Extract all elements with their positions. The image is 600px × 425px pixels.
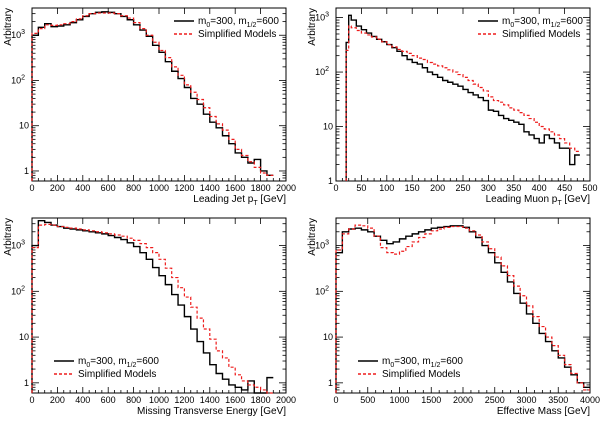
y-tick-label: 103 (11, 240, 25, 251)
x-tick-label: 1500 (421, 395, 441, 405)
x-tick-label: 1200 (174, 395, 194, 405)
legend-label-simplified: Simplified Models (502, 29, 580, 40)
y-tick-label: 103 (315, 12, 329, 23)
y-tick-label: 102 (315, 66, 329, 77)
x-tick-label: 200 (50, 395, 65, 405)
y-tick-label: 102 (315, 285, 329, 296)
y-tick-label: 102 (11, 74, 25, 85)
y-tick-label: 10 (323, 122, 333, 132)
x-tick-label: 500 (360, 395, 375, 405)
x-axis-label: Leading Jet pT [GeV] (193, 194, 286, 207)
x-tick-label: 4000 (580, 395, 600, 405)
x-tick-label: 1000 (389, 395, 409, 405)
x-axis-label: Leading Muon pT [GeV] (486, 194, 591, 207)
series-line-simplified (31, 12, 274, 181)
y-tick-label: 102 (11, 285, 25, 296)
series-line-model (31, 219, 274, 394)
plot-frame (31, 217, 287, 394)
y-tick-label: 103 (11, 29, 25, 40)
x-tick-label: 1600 (225, 183, 245, 193)
x-tick-label: 400 (532, 183, 547, 193)
y-tick-label: 103 (315, 240, 329, 251)
chart-panel-1: 0 200 400 600 800 1000 1200 1400 1600 1800 2000 1 10… (3, 7, 296, 207)
y-tick-label: 1 (328, 176, 333, 186)
legend-label-simplified: Simplified Models (78, 369, 156, 380)
x-axis-label: Missing Transverse Energy [GeV] (137, 406, 286, 417)
y-tick-label: 1 (24, 378, 29, 388)
series-line-simplified (31, 223, 274, 394)
x-tick-label: 350 (506, 183, 521, 193)
x-tick-label: 450 (557, 183, 572, 193)
legend-label-simplified: Simplified Models (382, 369, 460, 380)
y-axis-label: Arbitrary (3, 8, 14, 46)
x-tick-label: 1000 (149, 395, 169, 405)
x-tick-label: 500 (582, 183, 597, 193)
x-tick-label: 3500 (548, 395, 568, 405)
x-tick-label: 2500 (485, 395, 505, 405)
x-tick-label: 400 (75, 395, 90, 405)
x-tick-label: 800 (126, 183, 141, 193)
x-axis-label: Effective Mass [GeV] (497, 406, 590, 417)
x-tick-label: 250 (455, 183, 470, 193)
plot-frame (335, 217, 591, 394)
y-axis-label: Arbitrary (307, 218, 318, 256)
x-tick-label: 50 (356, 183, 366, 193)
y-axis-label: Arbitrary (3, 218, 14, 256)
x-tick-label: 1400 (200, 395, 220, 405)
x-tick-label: 1200 (174, 183, 194, 193)
x-tick-label: 0 (29, 395, 34, 405)
x-tick-label: 1400 (200, 183, 220, 193)
x-tick-label: 2000 (276, 395, 296, 405)
x-tick-label: 1600 (225, 395, 245, 405)
series-line-simplified (345, 25, 580, 181)
x-tick-label: 0 (29, 183, 34, 193)
x-tick-label: 100 (379, 183, 394, 193)
x-tick-label: 2000 (276, 183, 296, 193)
y-tick-label: 1 (24, 166, 29, 176)
x-tick-label: 150 (405, 183, 420, 193)
x-tick-label: 800 (126, 395, 141, 405)
x-tick-label: 300 (481, 183, 496, 193)
series-line-model (335, 225, 590, 393)
chart-panel-2: 0 50 100 150 200 250 300 350 400 450 500 1 10 102 103 L… (307, 7, 598, 207)
chart-panel-3: 0 200 400 600 800 1000 1200 1400 1600 1800 2000 1 10… (3, 217, 296, 417)
x-tick-label: 600 (101, 183, 116, 193)
series-line-model (345, 14, 580, 181)
y-tick-label: 1 (328, 378, 333, 388)
chart-panel-4: 0 500 1000 1500 2000 2500 3000 3500 4000 1 10 102 10… (307, 217, 600, 417)
series-line-simplified (335, 224, 590, 393)
x-tick-label: 200 (50, 183, 65, 193)
legend-label-model: m0=300, m1/2=600 (78, 356, 159, 369)
legend-label-simplified: Simplified Models (198, 29, 276, 40)
x-tick-label: 400 (75, 183, 90, 193)
y-tick-label: 10 (19, 332, 29, 342)
x-tick-label: 0 (333, 395, 338, 405)
legend-label-model: m0=300, m1/2=600 (382, 356, 463, 369)
x-tick-label: 3000 (516, 395, 536, 405)
x-tick-label: 2000 (453, 395, 473, 405)
y-axis-label: Arbitrary (307, 8, 318, 46)
x-tick-label: 0 (333, 183, 338, 193)
y-tick-label: 10 (19, 121, 29, 131)
x-tick-label: 1000 (149, 183, 169, 193)
y-tick-label: 10 (323, 332, 333, 342)
x-tick-label: 200 (430, 183, 445, 193)
x-tick-label: 1800 (251, 183, 271, 193)
legend-label-model: m0=300, m1/2=600 (198, 16, 279, 29)
legend-label-model: m0=300, m1/2=600 (502, 16, 583, 29)
x-tick-label: 600 (101, 395, 116, 405)
x-tick-label: 1800 (251, 395, 271, 405)
